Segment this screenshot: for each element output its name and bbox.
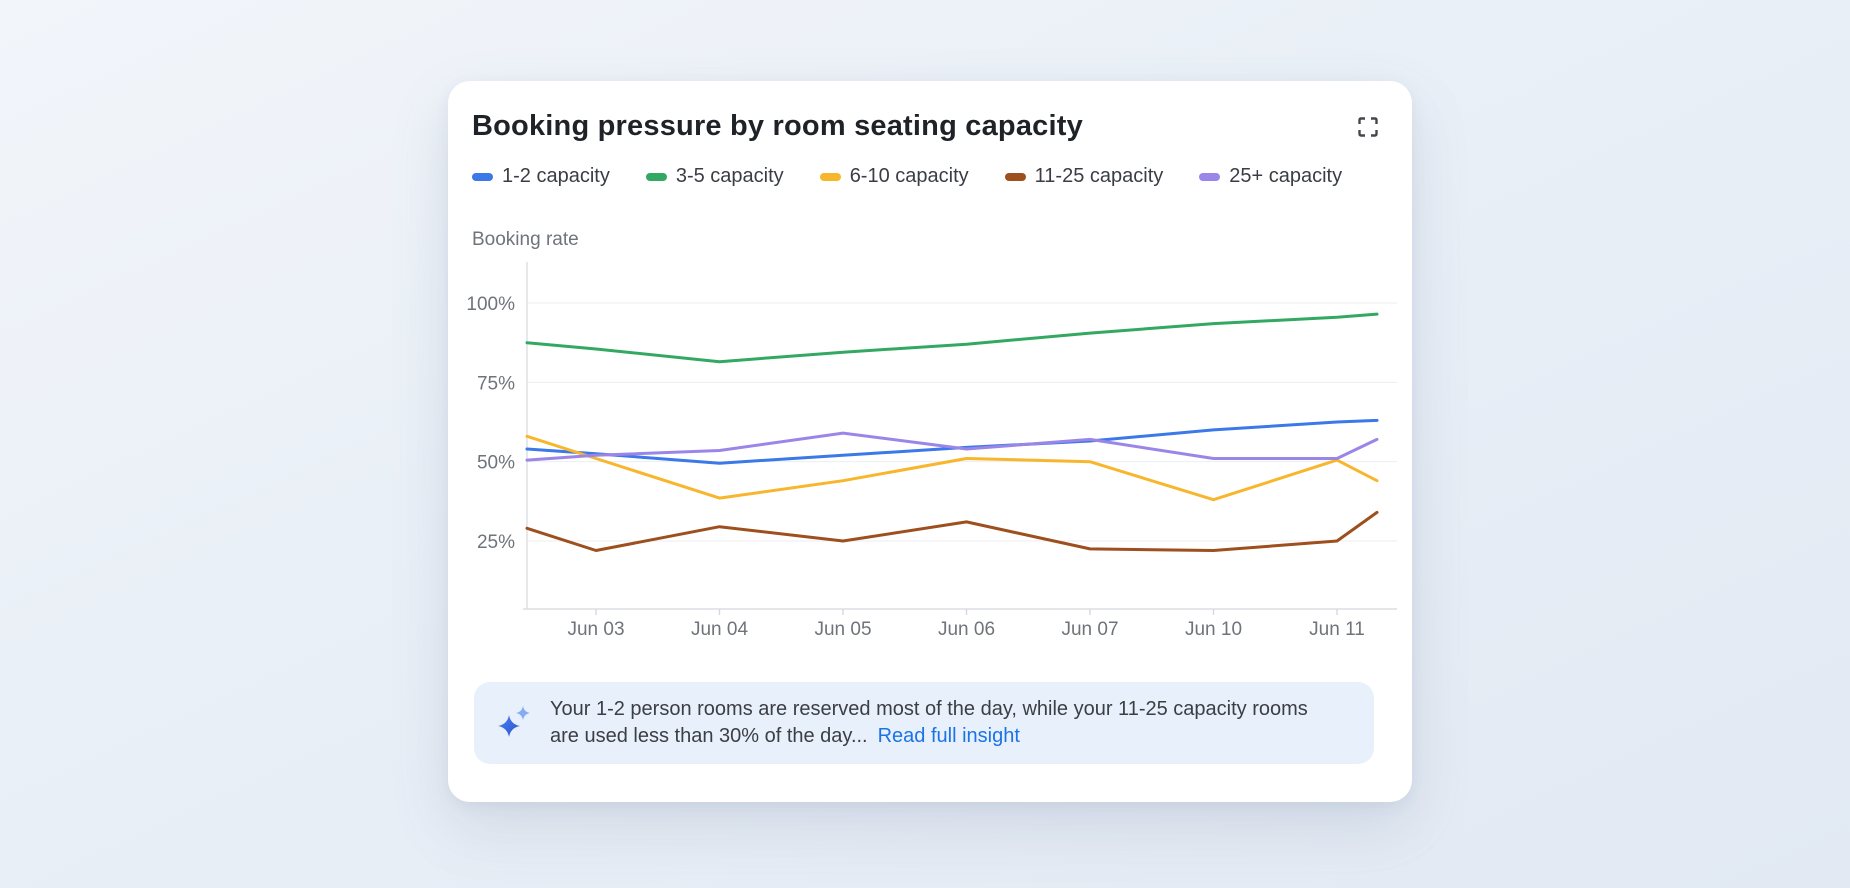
booking-pressure-chart: 100% 75% 50% 25% Jun 03 Jun 04 Jun 05 Jun 06 Jun…: [466, 262, 1397, 640]
y-axis-title: Booking rate: [472, 229, 579, 250]
legend-item[interactable]: 25+ capacity: [1199, 165, 1342, 188]
x-tick-label: Jun 04: [691, 619, 748, 640]
legend-label: 3-5 capacity: [675, 165, 784, 187]
x-tick-label: Jun 05: [814, 619, 871, 640]
series-line: [525, 431, 1379, 462]
ai-insight-banner: Your 1-2 person rooms are reserved most …: [474, 682, 1374, 764]
legend-item[interactable]: 6-10 capacity: [819, 165, 969, 188]
legend-swatch-icon: [472, 172, 493, 181]
legend-label: 11-25 capacity: [1034, 165, 1164, 187]
read-full-insight-link[interactable]: Read full insight: [877, 725, 1020, 747]
legend-item[interactable]: 1-2 capacity: [472, 165, 610, 188]
x-tick-label: Jun 06: [938, 619, 995, 640]
fullscreen-expand-icon: [1358, 117, 1378, 137]
y-tick-label: 100%: [466, 294, 515, 315]
chart-legend: 1-2 capacity 3-5 capacity 6-10 capacity 11-…: [472, 165, 1342, 188]
legend-label: 6-10 capacity: [849, 165, 969, 187]
legend-label: 25+ capacity: [1229, 165, 1343, 187]
legend-item[interactable]: 11-25 capacity: [1004, 165, 1164, 188]
x-tick-label: Jun 11: [1309, 619, 1365, 640]
y-tick-label: 75%: [477, 373, 515, 394]
page-title: Booking pressure by room seating capacit…: [472, 110, 1083, 142]
legend-swatch-icon: [1199, 172, 1221, 181]
series-line: [525, 418, 1379, 465]
ai-sparkle-icon: [498, 706, 530, 737]
legend-label: 1-2 capacity: [502, 165, 610, 187]
series-line: [525, 434, 1379, 502]
y-tick-label: 50%: [477, 453, 515, 474]
insight-line-1: Your 1-2 person rooms are reserved most …: [550, 698, 1308, 720]
legend-item[interactable]: 3-5 capacity: [645, 165, 784, 188]
x-tick-label: Jun 07: [1061, 619, 1118, 640]
x-tick-label: Jun 03: [567, 619, 624, 640]
legend-swatch-icon: [1004, 172, 1026, 181]
y-tick-label: 25%: [477, 532, 515, 553]
insight-text: Your 1-2 person rooms are reserved most …: [550, 696, 1308, 750]
legend-swatch-icon: [819, 172, 841, 181]
expand-button[interactable]: [1351, 110, 1385, 144]
series-line: [525, 510, 1379, 552]
insight-line-2: are used less than 30% of the day...: [550, 725, 868, 747]
legend-swatch-icon: [645, 172, 667, 181]
x-tick-label: Jun 10: [1185, 619, 1242, 640]
series-line: [525, 312, 1379, 364]
chart-area: 100% 75% 50% 25% Jun 03 Jun 04 Jun 05 Jun 06 Jun…: [448, 261, 1412, 661]
booking-pressure-card: Booking pressure by room seating capacit…: [448, 81, 1412, 802]
